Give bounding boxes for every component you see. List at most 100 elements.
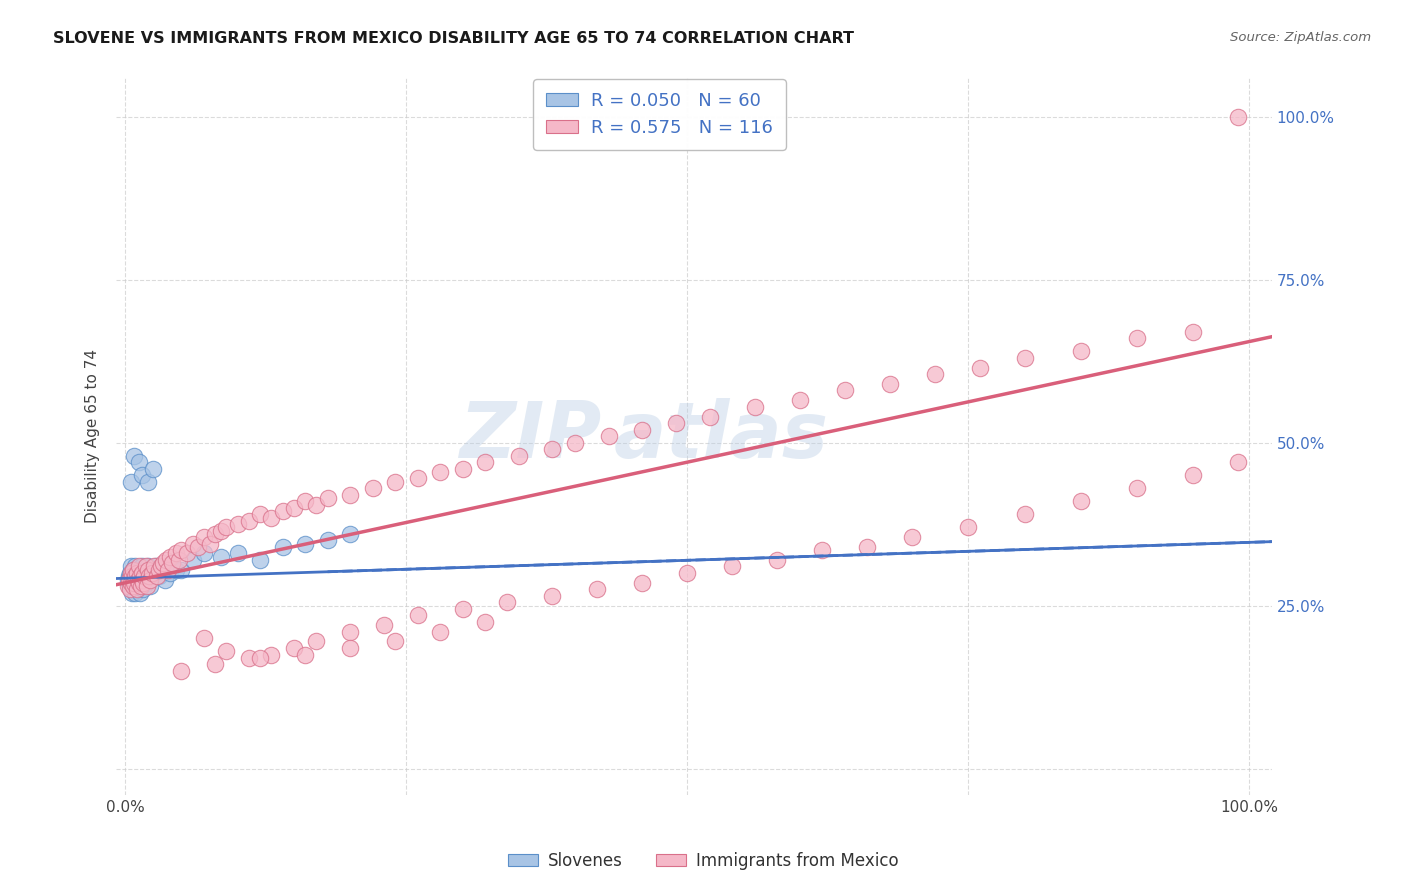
Point — [142, 566, 165, 580]
Point — [209, 524, 232, 538]
Point — [120, 475, 142, 489]
Point — [148, 569, 170, 583]
Point — [125, 566, 148, 580]
Point — [373, 618, 395, 632]
Point — [339, 527, 361, 541]
Point — [131, 559, 153, 574]
Point — [249, 553, 271, 567]
Point — [125, 582, 148, 597]
Point — [406, 608, 429, 623]
Point — [879, 376, 901, 391]
Point — [474, 615, 496, 629]
Point — [699, 409, 721, 424]
Point — [969, 360, 991, 375]
Point — [339, 640, 361, 655]
Point — [122, 573, 145, 587]
Point — [811, 543, 834, 558]
Point — [128, 566, 150, 580]
Point — [118, 582, 141, 597]
Point — [152, 556, 174, 570]
Point — [1070, 344, 1092, 359]
Point — [1014, 351, 1036, 365]
Point — [1182, 468, 1205, 483]
Point — [131, 573, 153, 587]
Point — [117, 573, 139, 587]
Point — [118, 579, 141, 593]
Text: SLOVENE VS IMMIGRANTS FROM MEXICO DISABILITY AGE 65 TO 74 CORRELATION CHART: SLOVENE VS IMMIGRANTS FROM MEXICO DISABI… — [53, 31, 855, 46]
Point — [586, 582, 609, 597]
Point — [429, 465, 451, 479]
Point — [176, 546, 198, 560]
Point — [181, 536, 204, 550]
Point — [128, 569, 150, 583]
Point — [170, 543, 193, 558]
Point — [127, 582, 149, 597]
Text: Source: ZipAtlas.com: Source: ZipAtlas.com — [1230, 31, 1371, 45]
Point — [129, 579, 152, 593]
Point — [136, 563, 159, 577]
Point — [117, 575, 139, 590]
Point — [901, 530, 924, 544]
Point — [128, 585, 150, 599]
Point — [957, 520, 980, 534]
Point — [204, 657, 226, 672]
Point — [127, 569, 149, 583]
Point — [153, 573, 176, 587]
Point — [316, 533, 339, 548]
Point — [1126, 481, 1149, 495]
Point — [406, 471, 429, 485]
Point — [316, 491, 339, 505]
Point — [165, 546, 187, 560]
Point — [339, 488, 361, 502]
Point — [139, 579, 162, 593]
Point — [676, 566, 699, 580]
Point — [122, 575, 145, 590]
Text: atlas: atlas — [613, 398, 828, 474]
Point — [125, 575, 148, 590]
Point — [127, 573, 149, 587]
Point — [165, 563, 187, 577]
Point — [260, 510, 283, 524]
Point — [631, 575, 654, 590]
Point — [122, 579, 145, 593]
Point — [181, 553, 204, 567]
Point — [665, 416, 688, 430]
Point — [451, 602, 474, 616]
Point — [138, 569, 160, 583]
Point — [294, 536, 316, 550]
Point — [121, 585, 143, 599]
Point — [128, 563, 150, 577]
Point — [128, 455, 150, 469]
Point — [1126, 331, 1149, 345]
Point — [122, 449, 145, 463]
Point — [122, 573, 145, 587]
Point — [451, 461, 474, 475]
Point — [134, 573, 156, 587]
Point — [193, 530, 215, 544]
Point — [118, 566, 141, 580]
Point — [138, 569, 160, 583]
Point — [142, 461, 165, 475]
Point — [136, 475, 159, 489]
Point — [226, 546, 249, 560]
Point — [121, 569, 143, 583]
Point — [170, 664, 193, 678]
Point — [122, 575, 145, 590]
Point — [132, 582, 155, 597]
Point — [120, 575, 142, 590]
Point — [249, 508, 271, 522]
Point — [834, 384, 856, 398]
Point — [145, 559, 167, 574]
Legend: Slovenes, Immigrants from Mexico: Slovenes, Immigrants from Mexico — [501, 846, 905, 877]
Point — [193, 631, 215, 645]
Point — [564, 435, 586, 450]
Point — [198, 536, 221, 550]
Point — [384, 475, 406, 489]
Point — [124, 585, 146, 599]
Point — [129, 579, 152, 593]
Point — [339, 624, 361, 639]
Point — [122, 563, 145, 577]
Point — [1014, 508, 1036, 522]
Point — [117, 579, 139, 593]
Point — [294, 494, 316, 508]
